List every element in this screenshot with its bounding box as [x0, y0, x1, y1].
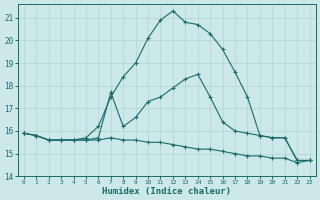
- X-axis label: Humidex (Indice chaleur): Humidex (Indice chaleur): [102, 187, 231, 196]
